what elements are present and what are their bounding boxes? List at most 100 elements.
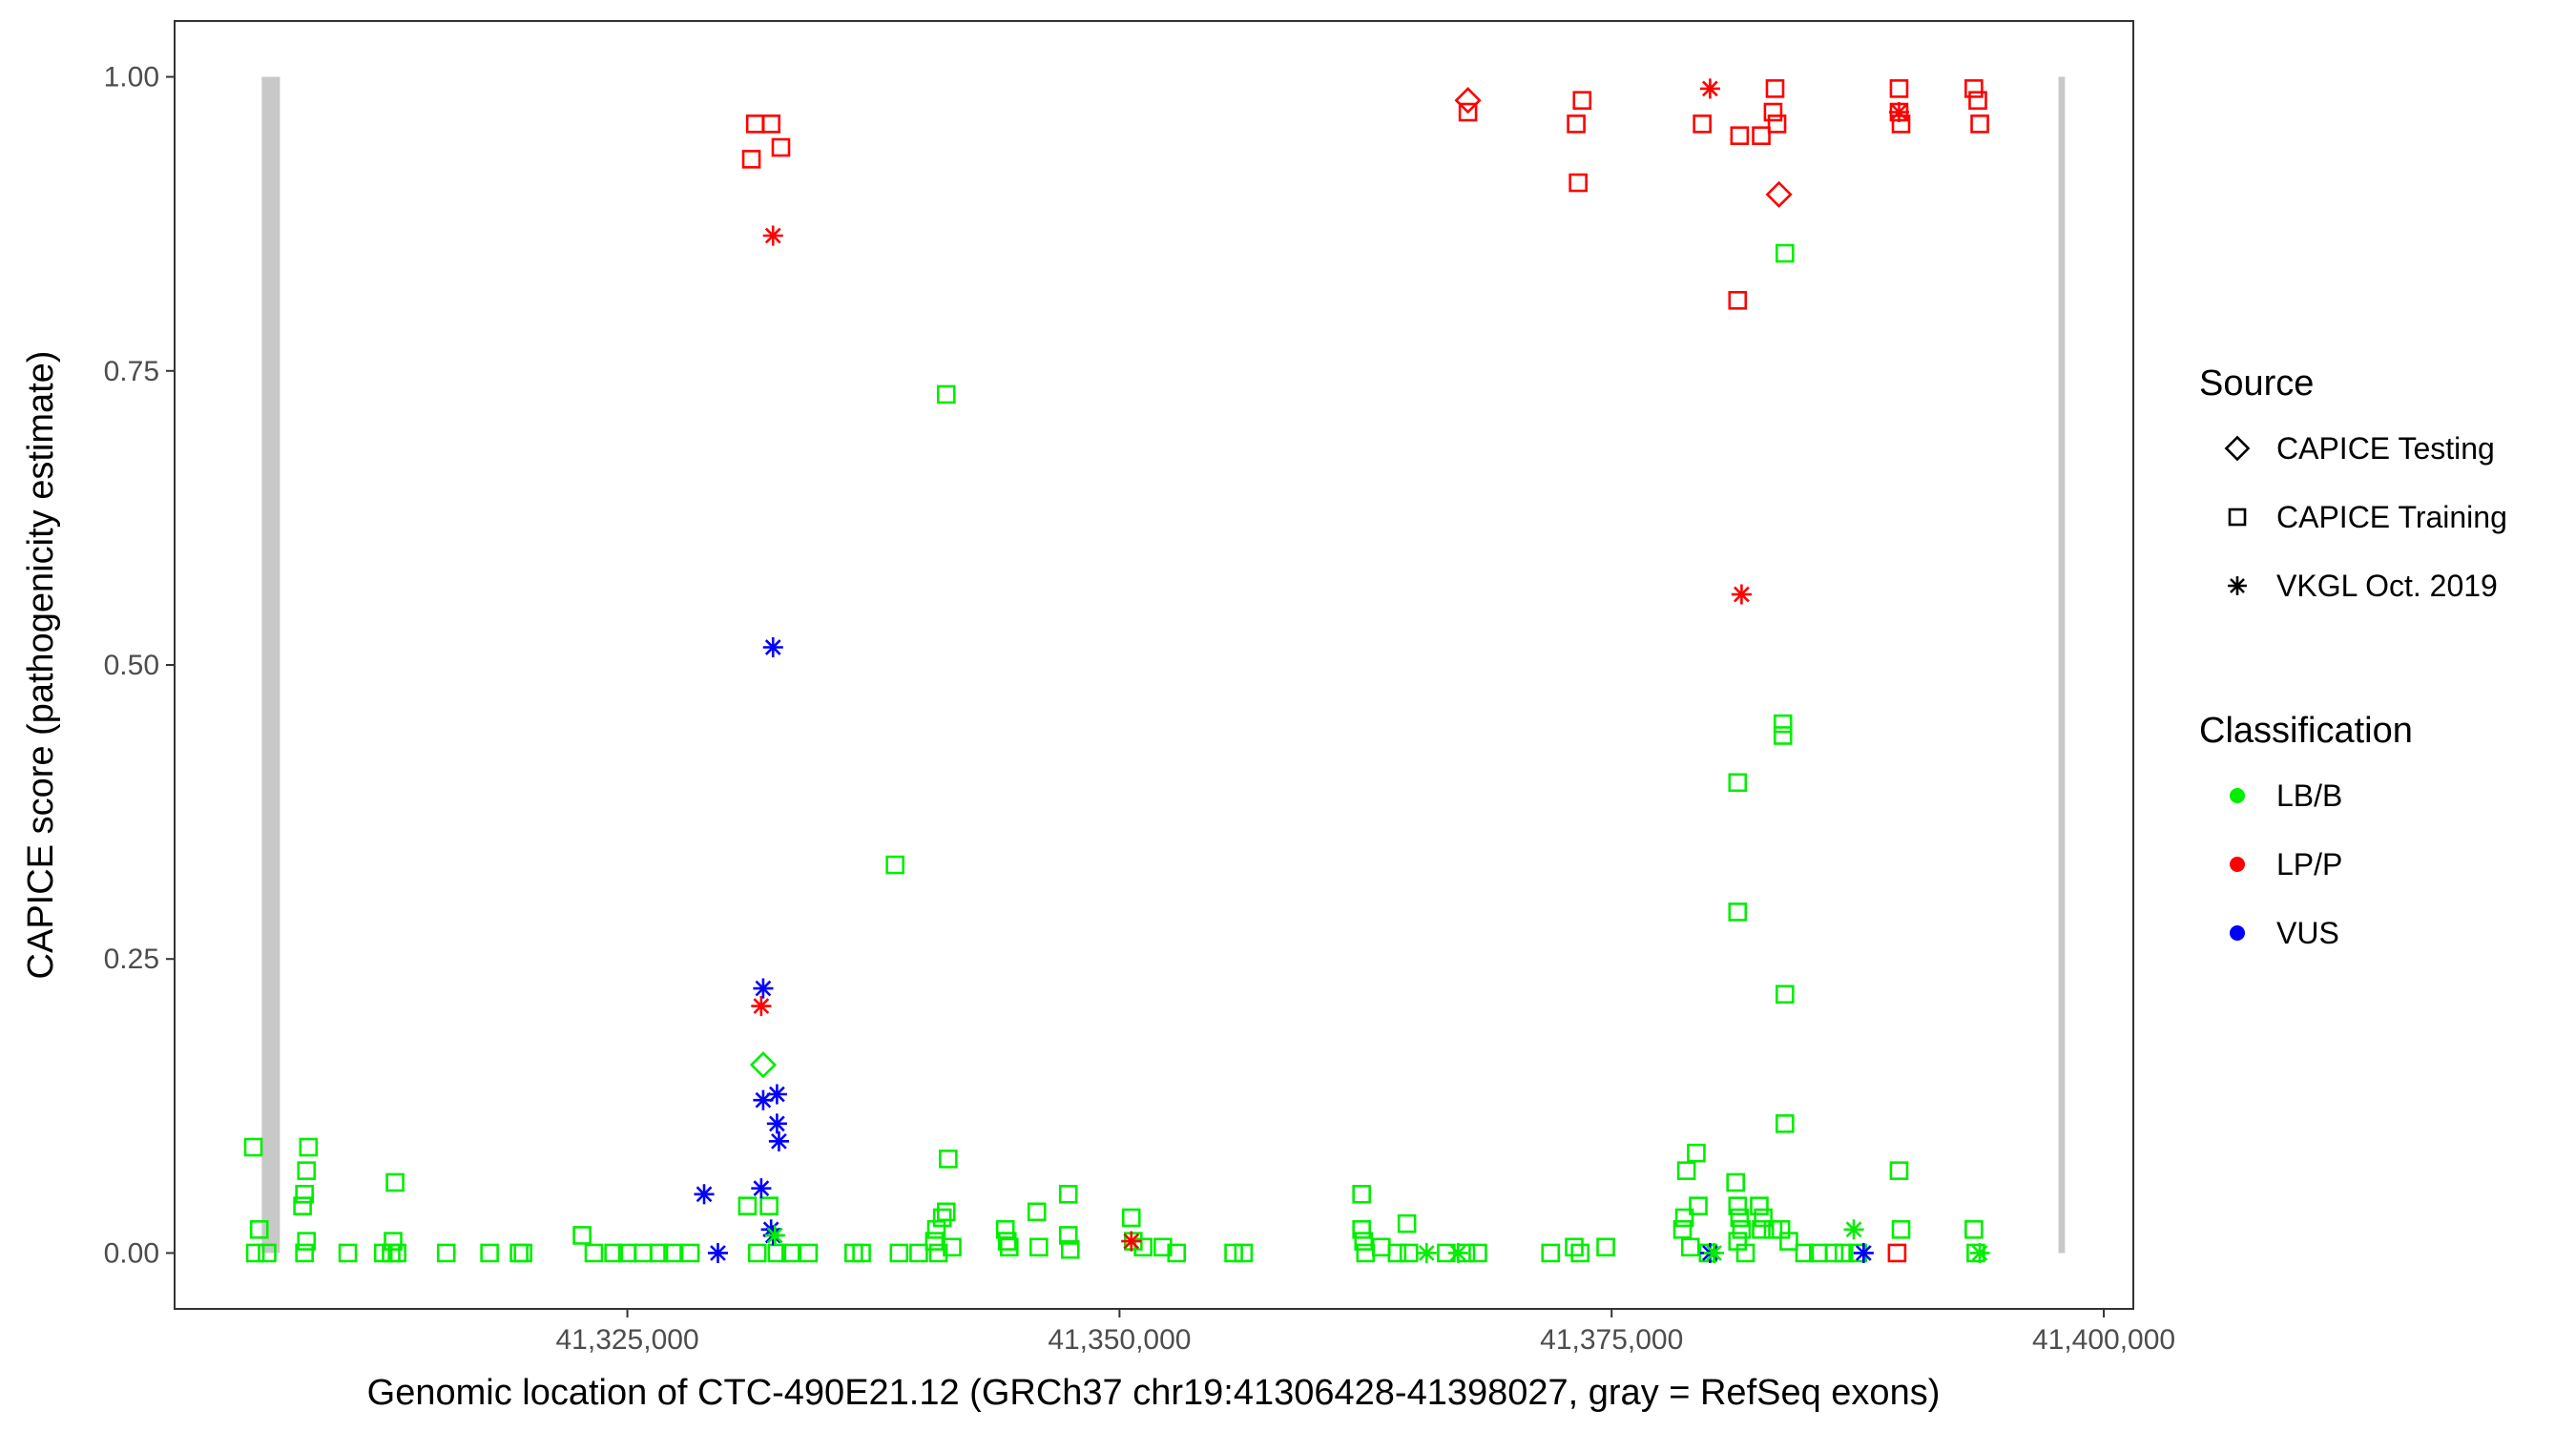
data-point [299, 1137, 319, 1157]
data-point [764, 1225, 785, 1246]
data-point [1541, 1243, 1561, 1263]
data-point [1843, 1219, 1864, 1240]
data-point [751, 1178, 772, 1199]
y-tick-label: 0.75 [104, 356, 159, 387]
data-point [799, 1243, 819, 1263]
data-point [1693, 114, 1712, 134]
data-point [737, 1196, 758, 1215]
data-point [649, 1243, 669, 1263]
data-point [1468, 1243, 1487, 1263]
data-point [707, 1242, 729, 1263]
data-point [1853, 1242, 1874, 1263]
data-point [663, 1243, 682, 1263]
legend-key-dot [2230, 925, 2245, 941]
data-point [759, 1196, 779, 1215]
legend-label: VUS [2276, 916, 2339, 950]
legend-key-asterisk [2228, 576, 2247, 595]
legend-label: VKGL Oct. 2019 [2276, 569, 2498, 603]
data-point [1703, 1242, 1725, 1263]
y-axis: 0.00 0.25 0.50 0.75 1.00 [104, 62, 175, 1269]
data-point [1767, 114, 1787, 134]
data-point [747, 1243, 767, 1263]
x-tick-label: 41,325,000 [555, 1324, 698, 1356]
data-point [384, 1232, 403, 1251]
exon-band [2058, 76, 2066, 1254]
data-point [385, 1172, 405, 1192]
y-axis-title: CAPICE score (pathogenicity estimate) [21, 351, 61, 980]
data-point [1121, 1231, 1142, 1252]
data-point [1726, 1172, 1746, 1192]
data-point [1133, 1237, 1153, 1257]
data-point [1824, 1243, 1844, 1263]
data-point [771, 137, 791, 157]
data-point [1568, 173, 1588, 193]
data-point [295, 1243, 314, 1263]
data-point [741, 150, 761, 169]
data-point [436, 1243, 456, 1263]
data-point [1699, 78, 1720, 99]
data-point [1752, 126, 1771, 146]
data-point [1397, 1213, 1417, 1234]
data-point [480, 1243, 499, 1263]
data-point [1447, 1242, 1468, 1263]
x-tick-label: 41,375,000 [1540, 1324, 1683, 1356]
legend-key-dot [2230, 788, 2245, 803]
data-point [1891, 1219, 1911, 1239]
data-point [1689, 1196, 1708, 1215]
data-point [997, 1232, 1017, 1251]
data-point [604, 1243, 623, 1263]
data-point [513, 1243, 533, 1263]
legend-title-classification: Classification [2199, 711, 2413, 751]
y-tick-label: 1.00 [104, 62, 159, 93]
y-tick-label: 0.25 [104, 944, 159, 975]
data-point [1732, 1219, 1752, 1239]
data-point [373, 1243, 393, 1263]
data-point [1775, 985, 1795, 1005]
data-point [1728, 1196, 1748, 1215]
data-point [1153, 1237, 1173, 1257]
data-point [572, 1226, 592, 1245]
data-point [932, 1208, 952, 1228]
data-point [766, 1084, 787, 1105]
data-point [1750, 1196, 1769, 1215]
data-point [1061, 1239, 1080, 1259]
data-point [889, 1243, 909, 1263]
data-point [1572, 91, 1592, 111]
data-point [1795, 1243, 1815, 1263]
data-point [1834, 1243, 1854, 1263]
data-point [1028, 1237, 1049, 1257]
data-point [762, 636, 783, 658]
data-point [1773, 726, 1793, 745]
data-point [1058, 1184, 1078, 1204]
data-point [1730, 126, 1750, 146]
data-point [1570, 1243, 1590, 1263]
data-point [584, 1243, 604, 1263]
x-tick-label: 41,400,000 [2032, 1324, 2175, 1356]
data-point [1224, 1243, 1243, 1263]
data-point [1970, 114, 1989, 134]
data-point [762, 225, 783, 246]
legend-label: LP/P [2276, 847, 2342, 881]
data-point [243, 1137, 263, 1157]
data-point [1765, 180, 1793, 208]
data-point [1731, 584, 1752, 605]
data-point [1888, 102, 1910, 123]
legend-key-square [2228, 508, 2247, 527]
legend-key-dot [2230, 857, 2245, 872]
data-point [926, 1219, 946, 1239]
y-tick-label: 0.50 [104, 650, 159, 681]
data-point [1352, 1184, 1371, 1204]
data-point [1354, 1232, 1374, 1251]
data-point [1964, 79, 1984, 98]
data-point [1735, 1243, 1755, 1263]
data-point [885, 855, 904, 875]
data-point [1763, 102, 1783, 122]
legend: Source CAPICE Testing CAPICE Training VKGL … [2199, 363, 2507, 950]
data-point [768, 1130, 789, 1151]
data-point [1387, 1243, 1407, 1263]
data-point [924, 1232, 945, 1251]
data-point [1779, 1232, 1798, 1251]
data-point [1058, 1226, 1078, 1245]
